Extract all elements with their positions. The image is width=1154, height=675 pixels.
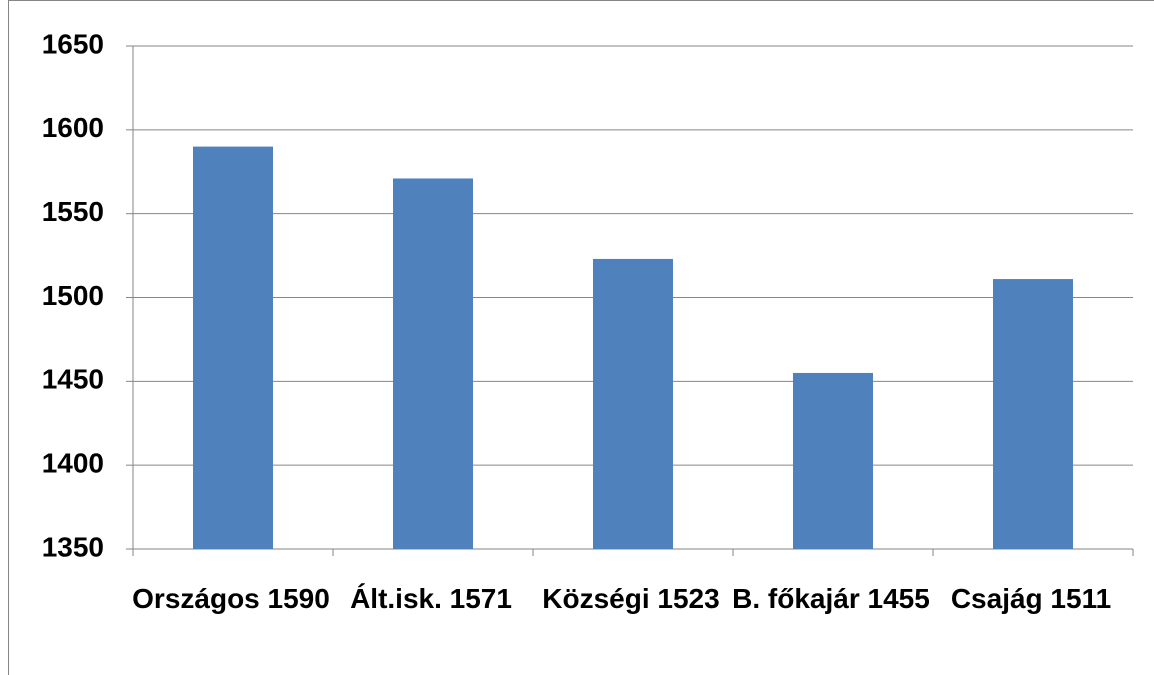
chart-frame [8,0,1154,675]
bar [193,146,273,549]
x-tick-label: B. főkajár 1455 [732,583,930,614]
y-tick-label: 1550 [42,196,104,227]
bar [593,258,673,549]
x-tick-label: Ált.isk. 1571 [350,583,512,614]
y-tick-label: 1500 [42,280,104,311]
y-tick-label: 1450 [42,364,104,395]
bar [393,178,473,549]
bar [793,372,873,549]
x-tick-label: Csajág 1511 [950,583,1112,614]
bar [993,279,1073,549]
y-tick-label: 1400 [42,448,104,479]
x-tick-label: Országos 1590 [132,583,330,614]
x-tick-label: Községi 1523 [542,583,720,614]
y-tick-label: 1600 [42,112,104,143]
y-tick-label: 1650 [42,28,104,59]
y-tick-label: 1350 [42,531,104,562]
